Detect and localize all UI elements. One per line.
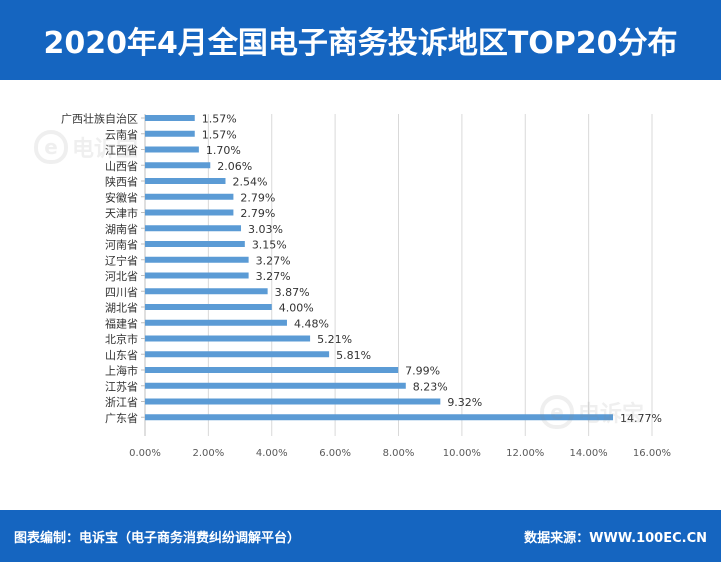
bar-8	[145, 241, 245, 247]
data-label-11: 3.87%	[275, 286, 310, 299]
data-label-6: 2.79%	[240, 207, 275, 220]
bar-9	[145, 256, 249, 263]
data-label-10: 3.27%	[256, 270, 291, 283]
category-label-12: 湖北省	[105, 302, 138, 315]
bar-12	[145, 304, 272, 310]
footer: 图表编制：电诉宝（电子商务消费纠纷调解平台） 数据来源：WWW.100EC.CN	[0, 510, 721, 562]
category-label-7: 湖南省	[105, 223, 138, 236]
bar-1	[145, 130, 195, 137]
data-label-19: 14.77%	[620, 412, 662, 425]
chart-area: 0.00% 2.00% 4.00% 6.00% 8.00% 10.00% 12.00% 14.…	[0, 80, 721, 510]
data-label-12: 4.00%	[279, 302, 314, 315]
data-label-2: 1.70%	[206, 144, 241, 157]
footer-credit: 图表编制：电诉宝（电子商务消费纠纷调解平台）	[14, 530, 301, 546]
category-label-2: 江西省	[105, 144, 138, 157]
watermark-shield-icon: e	[34, 130, 68, 164]
category-label-5: 安徽省	[105, 190, 138, 204]
data-label-17: 8.23%	[413, 380, 448, 393]
data-label-8: 3.15%	[252, 239, 287, 252]
bar-19	[145, 414, 614, 421]
chart-title: 2020年4月全国电子商务投诉地区TOP20分布	[43, 26, 678, 61]
category-label-17: 江苏省	[105, 380, 138, 393]
data-label-9: 3.27%	[256, 254, 291, 267]
footer-source: 数据来源：WWW.100EC.CN	[524, 530, 707, 546]
category-label-9: 辽宁省	[105, 253, 138, 267]
page-title: 2020年4月全国电子商务投诉地区TOP20分布	[0, 0, 721, 80]
bar-3	[145, 162, 211, 169]
data-label-1: 1.57%	[202, 128, 237, 141]
data-label-5: 2.79%	[240, 191, 275, 204]
category-label-4: 陕西省	[105, 175, 138, 189]
bar-4	[145, 178, 226, 184]
watermark: e 电诉宝	[34, 130, 138, 164]
category-label-11: 四川省	[105, 286, 138, 299]
bar-18	[145, 398, 441, 405]
x-tick-label-8: 16.00%	[633, 448, 671, 459]
category-label-8: 河南省	[105, 239, 138, 252]
category-label-19: 广东省	[105, 412, 138, 425]
category-label-15: 山东省	[105, 349, 138, 362]
data-label-3: 2.06%	[217, 160, 252, 173]
bar-15	[145, 351, 330, 358]
bar-7	[145, 225, 242, 232]
bar-14	[145, 335, 311, 342]
category-label-0: 广西壮族自治区	[61, 112, 138, 126]
bar-2	[145, 146, 199, 153]
category-label-13: 福建省	[105, 316, 138, 330]
x-tick-label-2: 4.00%	[256, 448, 288, 459]
bar-5	[145, 193, 234, 200]
x-tick-label-6: 12.00%	[506, 448, 544, 459]
category-label-1: 云南省	[105, 128, 138, 141]
data-label-18: 9.32%	[447, 396, 482, 409]
x-tick-label-0: 0.00%	[129, 448, 161, 459]
category-label-14: 北京市	[105, 332, 138, 346]
bar-10	[145, 272, 249, 279]
bar-17	[145, 382, 406, 389]
x-tick-label-5: 10.00%	[443, 448, 481, 459]
data-label-14: 5.21%	[317, 333, 352, 346]
x-tick-label-1: 2.00%	[192, 448, 224, 459]
data-label-0: 1.57%	[202, 113, 237, 126]
category-label-3: 山西省	[105, 160, 138, 173]
bar-13	[145, 319, 287, 326]
bar-6	[145, 209, 234, 216]
category-label-16: 上海市	[105, 364, 138, 378]
x-tick-label-7: 14.00%	[570, 448, 608, 459]
bar-chart: 0.00% 2.00% 4.00% 6.00% 8.00% 10.00% 12.00% 14.…	[61, 112, 671, 460]
data-label-16: 7.99%	[405, 365, 440, 378]
bar-0	[145, 115, 195, 121]
watermark-text: 电诉宝	[72, 137, 139, 162]
category-label-18: 浙江省	[105, 396, 138, 409]
watermark-shield-icon-2: e	[540, 395, 574, 429]
watermark-text-2: 电诉宝	[578, 402, 645, 427]
data-label-13: 4.48%	[294, 317, 329, 330]
category-label-6: 天津市	[105, 206, 138, 220]
bar-11	[145, 288, 268, 295]
data-label-15: 5.81%	[336, 349, 371, 362]
category-label-10: 河北省	[105, 270, 138, 283]
data-label-7: 3.03%	[248, 223, 283, 236]
x-tick-label-3: 6.00%	[319, 448, 351, 459]
bar-16	[145, 367, 399, 373]
watermark-2: e 电诉宝	[540, 395, 644, 429]
x-tick-label-4: 8.00%	[383, 448, 415, 459]
data-label-4: 2.54%	[232, 176, 267, 189]
